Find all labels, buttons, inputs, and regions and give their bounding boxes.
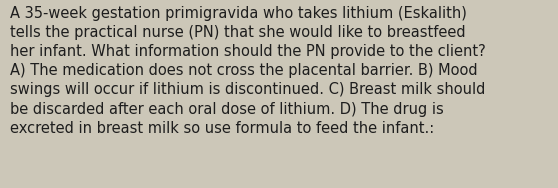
Text: A 35-week gestation primigravida who takes lithium (Eskalith)
tells the practica: A 35-week gestation primigravida who tak… xyxy=(10,6,486,136)
